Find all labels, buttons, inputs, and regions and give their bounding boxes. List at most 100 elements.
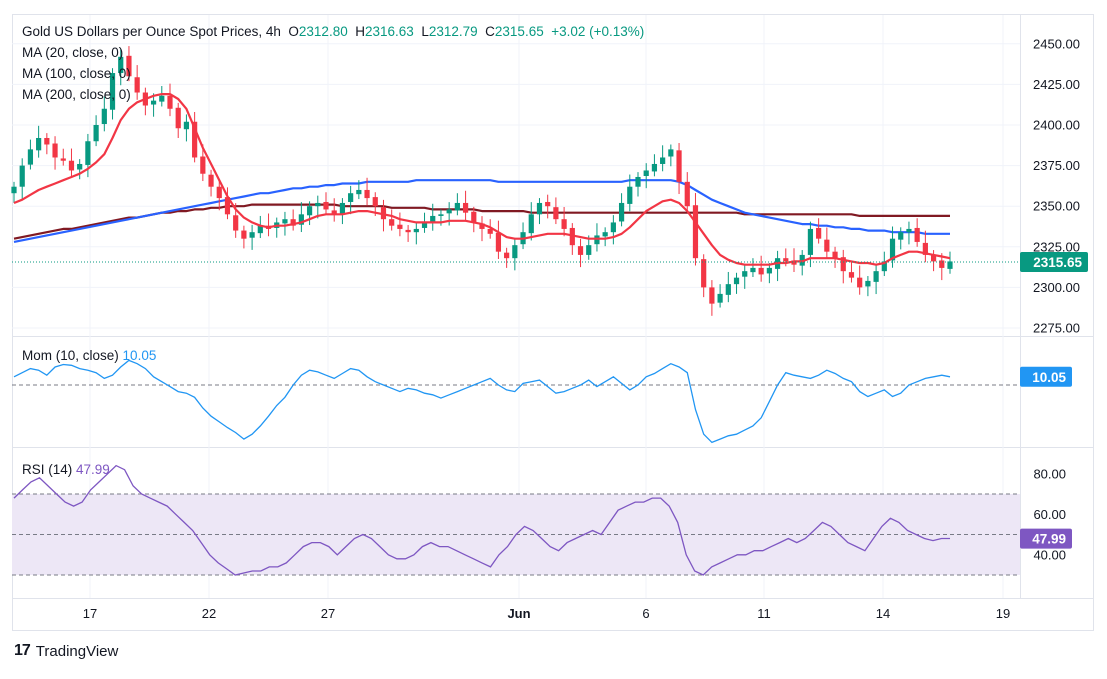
candle-body (577, 246, 584, 255)
candle-body (660, 157, 666, 164)
candle-body (635, 176, 641, 187)
candle-body (479, 223, 485, 229)
candle-body (339, 202, 346, 215)
ma100-legend: MA (100, close, 0) (22, 66, 131, 81)
candle-body (216, 186, 222, 199)
candle-body (717, 293, 723, 303)
candle-body (668, 149, 674, 157)
candle-body (323, 201, 329, 210)
candle-body (495, 232, 502, 252)
price-tick-label: 2300.00 (1033, 280, 1080, 295)
candle-body (52, 143, 58, 158)
candle-body (60, 158, 66, 161)
low-value: 2312.79 (428, 24, 478, 39)
price-legend: Gold US Dollars per Ounce Spot Prices, 4… (22, 24, 644, 39)
tradingview-logo-icon: 17 (14, 642, 31, 659)
candle-body (487, 228, 493, 234)
rsi-value-label: 47.99 (1032, 532, 1066, 547)
candle-body (586, 245, 592, 255)
mom-value-label: 10.05 (1032, 370, 1066, 385)
rsi-tick-label: 40.00 (1033, 547, 1066, 562)
rsi-label: RSI (14) (22, 462, 73, 477)
last-price-label: 2315.65 (1033, 255, 1082, 270)
candle-body (553, 207, 559, 220)
candle-body (873, 271, 879, 282)
mom-legend: Mom (10, close) 10.05 (22, 348, 156, 363)
candlesticks (11, 46, 953, 316)
candle-body (27, 149, 34, 165)
candle-body (627, 186, 633, 204)
close-label: C (485, 24, 495, 39)
rsi-pane: 40.00 60.00 80.00 47.99 (12, 464, 1072, 576)
candle-body (183, 121, 190, 130)
candle-body (430, 215, 436, 224)
rsi-value-badge (1020, 528, 1072, 549)
symbol-title: Gold US Dollars per Ounce Spot Prices, 4… (22, 24, 281, 39)
tradingview-brand[interactable]: 17 TradingView (14, 642, 118, 660)
time-tick-label: 22 (202, 606, 216, 621)
candle-body (241, 230, 247, 239)
high-value: 2316.63 (364, 24, 414, 39)
time-tick-label: 11 (757, 606, 771, 621)
candle-body (701, 259, 707, 288)
candle-body (914, 227, 920, 242)
candle-body (421, 222, 428, 228)
candle-body (783, 258, 789, 262)
candle-body (471, 211, 477, 223)
candle-body (750, 267, 756, 273)
candle-body (930, 254, 937, 262)
mom-value-badge (1020, 366, 1072, 387)
time-tick-label: 17 (83, 606, 97, 621)
open-label: O (288, 24, 299, 39)
rsi-tick-label: 60.00 (1033, 507, 1066, 522)
candle-body (290, 219, 296, 226)
candle-body (44, 137, 50, 145)
rsi-tick-label: 80.00 (1033, 466, 1066, 481)
candle-body (536, 202, 543, 215)
time-tick-label: Jun (507, 606, 530, 621)
candle-body (348, 193, 354, 202)
candle-body (462, 202, 469, 213)
ma100-path (13, 179, 950, 243)
candle-body (118, 56, 124, 74)
candle-body (315, 202, 321, 207)
brand-name: TradingView (35, 642, 119, 660)
time-tick-label: 6 (642, 606, 649, 621)
candle-body (389, 219, 395, 226)
candle-body (504, 252, 510, 259)
ma200-legend: MA (200, close, 0) (22, 87, 131, 102)
candle-body (684, 181, 690, 207)
candle-body (947, 261, 953, 269)
candle-body (101, 108, 107, 125)
price-tick-label: 2400.00 (1033, 118, 1080, 133)
candle-body (898, 232, 904, 240)
mom-path (13, 359, 951, 444)
candle-body (257, 225, 263, 234)
candle-body (11, 186, 17, 194)
candle-body (742, 271, 748, 277)
low-label: L (421, 24, 429, 39)
candle-body (865, 280, 871, 287)
price-tick-label: 2450.00 (1033, 36, 1080, 51)
candle-body (306, 206, 313, 216)
candle-body (233, 215, 239, 231)
candle-body (816, 227, 822, 239)
candle-body (413, 228, 419, 233)
candle-body (36, 137, 42, 151)
candle-body (208, 174, 214, 187)
candle-body (397, 224, 403, 229)
candle-body (19, 165, 25, 187)
candle-body (134, 77, 140, 93)
candle-body (906, 228, 912, 233)
candle-body (159, 95, 165, 102)
candle-body (175, 107, 181, 129)
price-tick-label: 2425.00 (1033, 77, 1080, 92)
candle-body (561, 219, 567, 229)
candle-body (840, 257, 846, 272)
high-label: H (355, 24, 365, 39)
candle-body (848, 272, 855, 278)
ma20-path (13, 93, 951, 266)
last-price-badge (1020, 251, 1088, 272)
ma200-path (13, 203, 950, 240)
